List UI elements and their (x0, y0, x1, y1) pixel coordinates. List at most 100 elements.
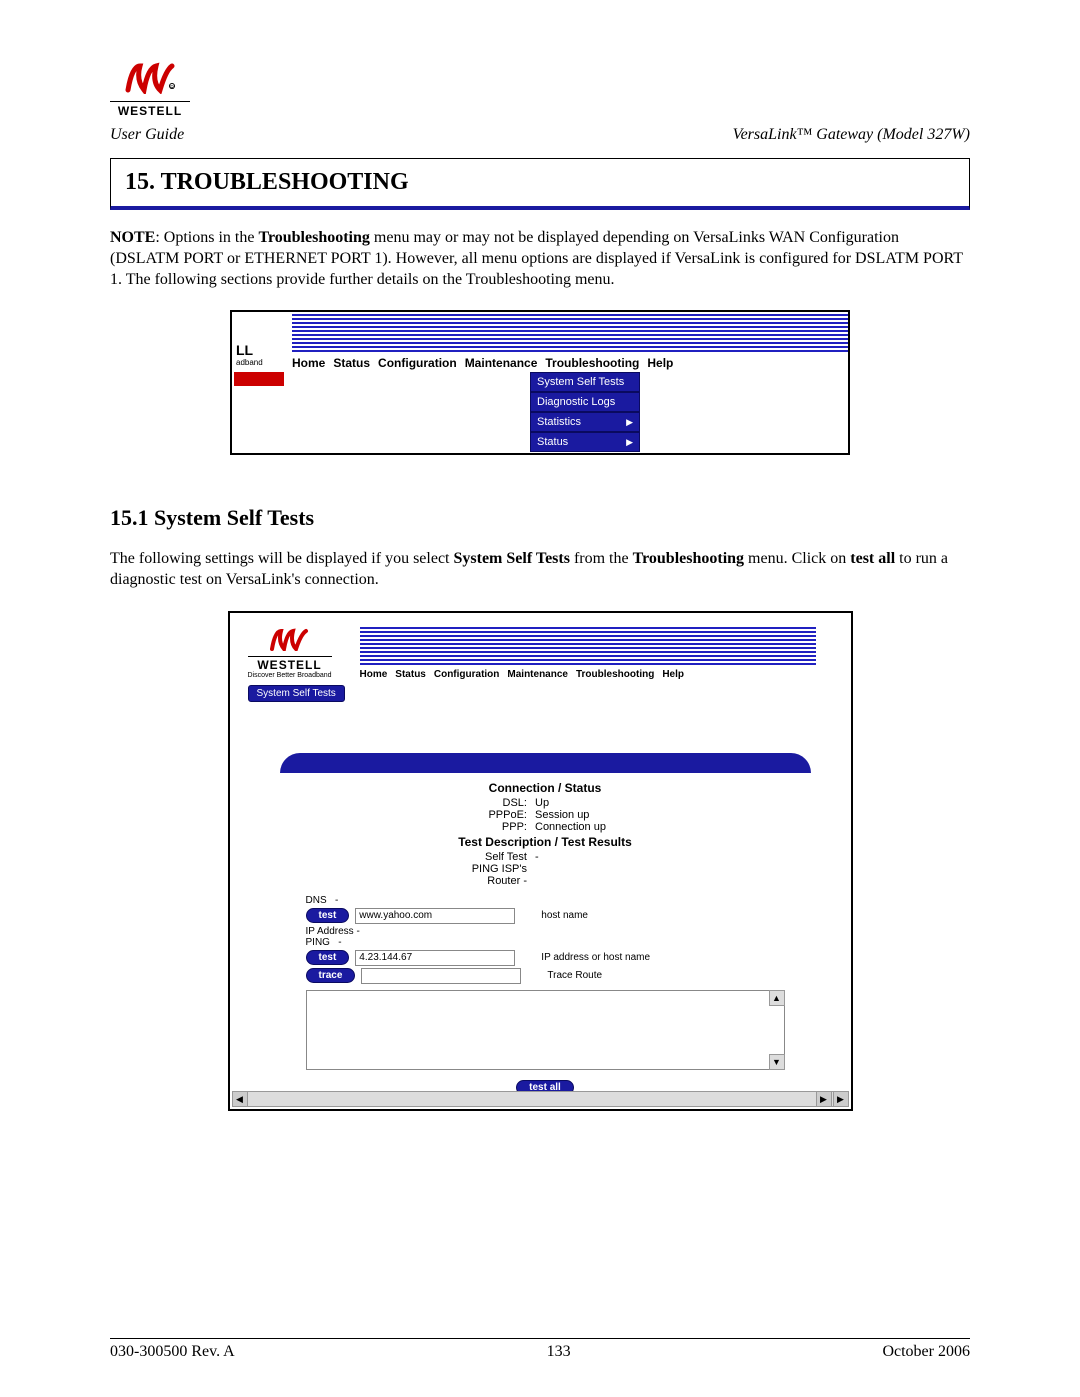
brand-name: WESTELL (248, 656, 332, 672)
test-key: PING ISP's Router - (445, 863, 535, 887)
nav-bar: Home Status Configuration Maintenance Tr… (292, 356, 673, 370)
screenshot-menu: LL adband Home Status Configuration Main… (230, 310, 850, 455)
logo-partial: LL (236, 342, 253, 358)
footer-right: October 2006 (882, 1343, 970, 1361)
horizontal-scrollbar[interactable]: ◀ ▶ ▶ (232, 1091, 849, 1107)
header-left: User Guide (110, 126, 184, 144)
dns-row: test host name (306, 908, 811, 924)
ping-row: test IP address or host name (306, 950, 811, 966)
status-key: PPP: (445, 821, 535, 833)
scroll-right-end-icon[interactable]: ▶ (833, 1091, 849, 1107)
status-heading: Connection / Status (280, 781, 811, 795)
footer-left: 030-300500 Rev. A (110, 1343, 235, 1361)
status-row: DSL:Up (445, 797, 645, 809)
connection-status-header: Connection / Status DSL:Up PPPoE:Session… (280, 781, 811, 887)
test-key: Self Test (445, 851, 535, 863)
menu-system-self-tests[interactable]: System Self Tests (530, 372, 640, 392)
nav-home[interactable]: Home (360, 669, 388, 680)
footer-page-number: 133 (547, 1343, 571, 1361)
nav-help[interactable]: Help (662, 669, 684, 680)
nav-bar: Home Status Configuration Maintenance Tr… (360, 669, 684, 680)
scroll-left-icon[interactable]: ◀ (232, 1091, 248, 1107)
status-value: Session up (535, 809, 645, 821)
menu-status[interactable]: Status ▶ (530, 432, 640, 452)
subsection-paragraph: The following settings will be displayed… (110, 549, 970, 591)
brand-logo: R WESTELL (110, 60, 190, 118)
menu-item-label: Statistics (537, 416, 581, 428)
tagline-partial: adband (236, 358, 263, 367)
page-header: User Guide VersaLink™ Gateway (Model 327… (110, 126, 970, 144)
nav-configuration[interactable]: Configuration (378, 356, 457, 370)
ip-address-label: IP Address - (306, 926, 811, 937)
nav-status[interactable]: Status (333, 356, 370, 370)
trace-row: trace Trace Route (306, 968, 811, 984)
dns-host-input[interactable] (355, 908, 515, 924)
scroll-down-icon[interactable]: ▼ (769, 1054, 785, 1070)
test-value: - (535, 851, 645, 863)
sp-t2: from the (570, 550, 633, 567)
tab-system-self-tests[interactable]: System Self Tests (248, 685, 345, 702)
brand-tagline: Discover Better Broadband (248, 672, 332, 679)
scroll-up-icon[interactable]: ▲ (769, 990, 785, 1006)
trace-button[interactable]: trace (306, 968, 356, 983)
dns-text: DNS (306, 895, 327, 906)
footer-rule (110, 1338, 970, 1339)
menu-diagnostic-logs[interactable]: Diagnostic Logs (530, 392, 640, 412)
status-row: PPP:Connection up (445, 821, 645, 833)
dns-hint: host name (541, 910, 588, 921)
logo-mark-icon: R (122, 60, 178, 94)
subsection-heading: 15.1 System Self Tests (110, 505, 970, 531)
nav-help[interactable]: Help (647, 356, 673, 370)
status-key: DSL: (445, 797, 535, 809)
results-textarea[interactable]: ▲ ▼ (306, 990, 785, 1070)
note-paragraph: NOTE: Options in the Troubleshooting men… (110, 228, 970, 290)
submenu-arrow-icon: ▶ (626, 437, 633, 448)
menu-statistics[interactable]: Statistics ▶ (530, 412, 640, 432)
troubleshooting-dropdown: System Self Tests Diagnostic Logs Statis… (530, 372, 640, 452)
dns-dash: - (335, 895, 338, 906)
brand-logo: WESTELL Discover Better Broadband (248, 627, 332, 679)
nav-status[interactable]: Status (395, 669, 426, 680)
menu-item-label: Diagnostic Logs (537, 396, 615, 408)
dns-label: DNS - (306, 895, 811, 906)
note-b1: Troubleshooting (258, 229, 369, 246)
header-right: VersaLink™ Gateway (Model 327W) (733, 126, 970, 144)
header-stripes (360, 627, 816, 665)
header-stripes (292, 314, 848, 352)
subsection-number: 15.1 (110, 505, 149, 530)
status-list: DSL:Up PPPoE:Session up PPP:Connection u… (445, 797, 645, 833)
nav-configuration[interactable]: Configuration (434, 669, 500, 680)
scroll-right-icon[interactable]: ▶ (816, 1091, 832, 1107)
dns-test-button[interactable]: test (306, 908, 350, 923)
ping-text: PING (306, 937, 330, 948)
test-value (535, 863, 645, 887)
red-accent-bar (234, 372, 284, 386)
brand-name: WESTELL (110, 101, 190, 118)
svg-text:R: R (170, 85, 174, 91)
nav-maintenance[interactable]: Maintenance (465, 356, 538, 370)
content-panel: Connection / Status DSL:Up PPPoE:Session… (280, 753, 811, 1079)
ping-label: PING - (306, 937, 811, 948)
section-title-bar: 15. TROUBLESHOOTING (110, 158, 970, 210)
logo-mark-icon (268, 627, 312, 651)
status-key: PPPoE: (445, 809, 535, 821)
trace-host-input[interactable] (361, 968, 521, 984)
section-heading: 15. TROUBLESHOOTING (125, 169, 955, 196)
nav-home[interactable]: Home (292, 356, 325, 370)
ping-host-input[interactable] (355, 950, 515, 966)
test-row: PING ISP's Router - (445, 863, 645, 887)
trace-hint: Trace Route (547, 970, 602, 981)
sp-b3: test all (850, 550, 895, 567)
sp-t3: menu. Click on (744, 550, 850, 567)
sp-t1: The following settings will be displayed… (110, 550, 454, 567)
ping-test-button[interactable]: test (306, 950, 350, 965)
test-row: Self Test- (445, 851, 645, 863)
sp-b2: Troubleshooting (633, 550, 744, 567)
nav-maintenance[interactable]: Maintenance (507, 669, 568, 680)
nav-troubleshooting[interactable]: Troubleshooting (576, 669, 654, 680)
form-area: DNS - test host name IP Address - PING -… (280, 895, 811, 984)
test-list: Self Test- PING ISP's Router - (445, 851, 645, 887)
page-footer: 030-300500 Rev. A 133 October 2006 (110, 1343, 970, 1361)
nav-troubleshooting[interactable]: Troubleshooting (545, 356, 639, 370)
status-value: Connection up (535, 821, 645, 833)
